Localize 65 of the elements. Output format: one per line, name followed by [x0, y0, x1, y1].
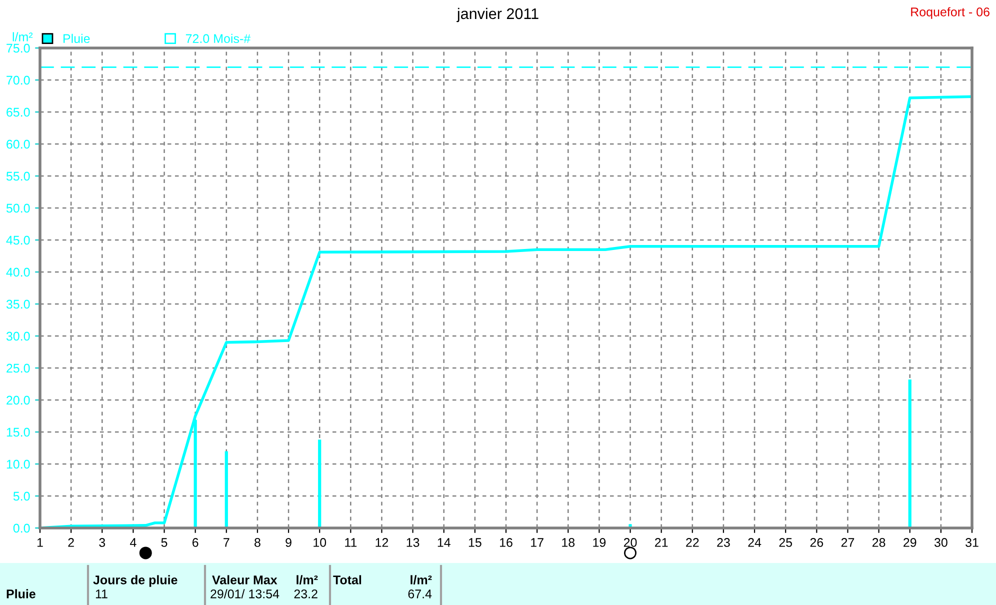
- x-tick-label: 19: [593, 538, 606, 547]
- y-tick-label: 45.0: [6, 236, 30, 245]
- x-tick-label: 18: [562, 538, 575, 547]
- legend-label: Pluie: [64, 34, 90, 44]
- x-tick-label: 1: [37, 538, 43, 547]
- x-tick-label: 3: [99, 538, 106, 547]
- y-tick-label: 55.0: [6, 172, 30, 181]
- y-tick-label: 40.0: [6, 268, 30, 277]
- text: 67.4: [408, 590, 432, 598]
- text: Valeur Max: [212, 575, 278, 584]
- y-tick-label: 70.0: [6, 76, 30, 85]
- y-tick-label: 50.0: [6, 204, 30, 213]
- y-tick-label: 60.0: [6, 140, 30, 149]
- x-tick-label: 30: [934, 538, 948, 547]
- x-tick-label: 6: [192, 538, 198, 547]
- text: Jours de pluie: [93, 575, 178, 587]
- chart-title: janvier 2011: [456, 8, 538, 22]
- x-tick-label: 23: [717, 538, 730, 547]
- legend-label: 72.0 Mois-#: [186, 34, 251, 44]
- text: l/m²: [296, 575, 318, 584]
- x-tick-label: 28: [872, 538, 886, 547]
- x-tick-label: 5: [161, 538, 168, 547]
- y-axis-title: l/m²: [12, 32, 33, 42]
- x-tick-label: 7: [224, 538, 230, 547]
- y-tick-label: 0.0: [13, 524, 30, 533]
- chart-subtitle: Roquefort - 06: [911, 7, 990, 19]
- y-tick-label: 75.0: [6, 44, 30, 53]
- x-tick-label: 8: [254, 538, 260, 547]
- y-tick-label: 20.0: [6, 396, 30, 405]
- text: l/m²: [410, 575, 432, 584]
- x-tick-label: 10: [314, 538, 326, 547]
- text: Pluie: [6, 589, 36, 598]
- x-tick-label: 14: [438, 538, 450, 547]
- text: 23.2: [294, 590, 318, 598]
- x-tick-label: 12: [376, 538, 388, 547]
- x-tick-label: 31: [966, 538, 978, 547]
- x-tick-label: 16: [500, 538, 512, 547]
- bar: [318, 440, 322, 528]
- x-tick-label: 27: [841, 538, 854, 547]
- bar: [908, 380, 912, 528]
- y-tick-label: 30.0: [6, 332, 30, 341]
- y-tick-label: 5.0: [13, 492, 30, 501]
- x-tick-label: 4: [130, 538, 136, 547]
- x-tick-label: 17: [531, 538, 544, 547]
- x-tick-label: 11: [345, 538, 357, 547]
- x-tick-label: 13: [406, 538, 420, 547]
- x-tick-label: 29: [904, 538, 916, 547]
- x-tick-label: 2: [68, 538, 74, 547]
- x-tick-label: 24: [748, 538, 762, 547]
- x-tick-label: 22: [686, 538, 699, 547]
- bar: [224, 451, 228, 528]
- x-tick-label: 20: [624, 538, 637, 547]
- y-tick-label: 65.0: [6, 108, 30, 117]
- y-tick-label: 15.0: [6, 428, 30, 437]
- text: 29/01/ 13:54: [210, 589, 280, 598]
- y-tick-label: 35.0: [6, 300, 30, 309]
- x-tick-label: 26: [810, 538, 824, 547]
- x-tick-label: 9: [286, 538, 292, 547]
- y-tick-label: 10.0: [6, 460, 30, 469]
- text: 11: [96, 590, 108, 598]
- x-tick-label: 21: [655, 538, 668, 547]
- x-tick-label: 25: [779, 538, 792, 547]
- y-tick-label: 25.0: [6, 364, 30, 373]
- text: Total: [333, 575, 362, 584]
- x-tick-label: 15: [468, 538, 482, 547]
